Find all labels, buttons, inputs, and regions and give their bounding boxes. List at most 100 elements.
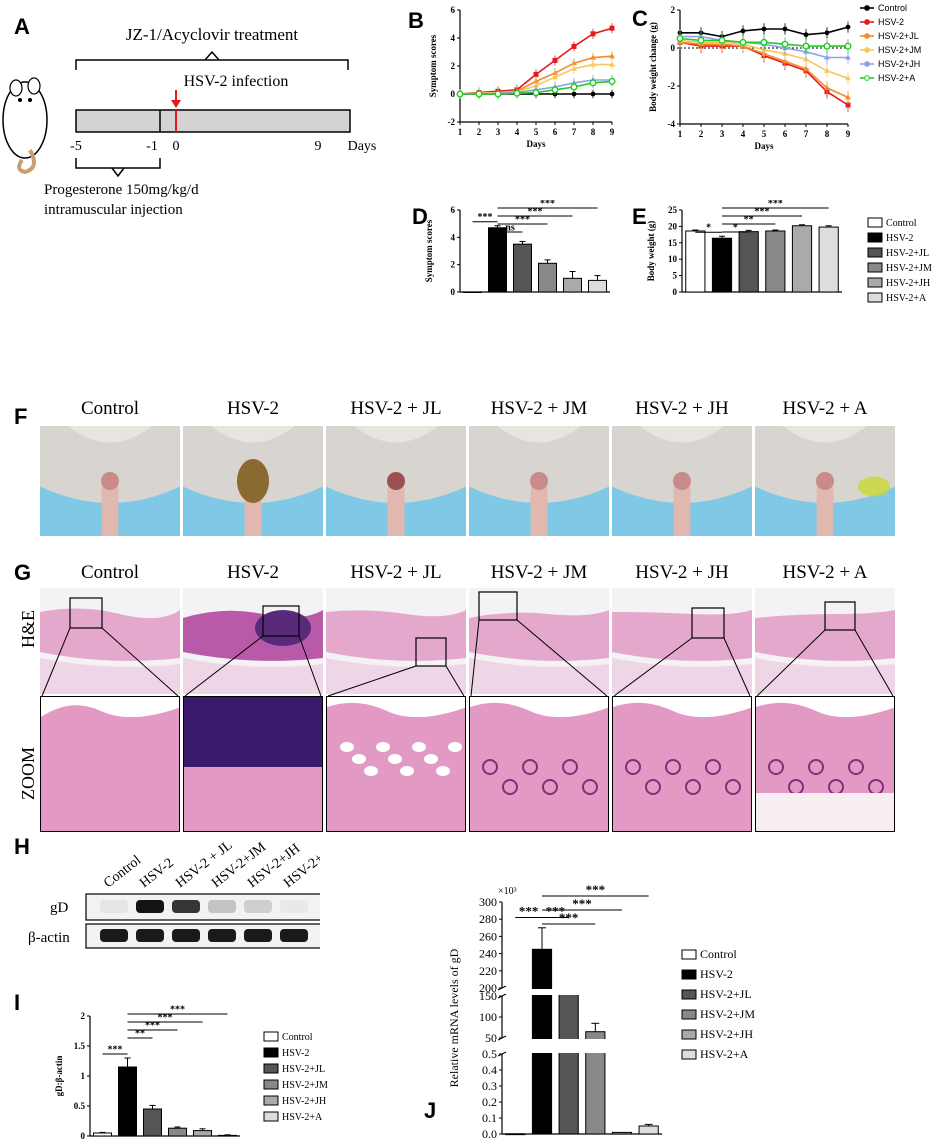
y-tick-label: 15 <box>668 238 678 248</box>
mouse-photo <box>40 426 180 536</box>
x-axis-title: Days <box>526 139 545 149</box>
x-tick-label: 1 <box>678 129 683 139</box>
legend-label: Control <box>700 947 737 961</box>
data-point <box>845 75 851 81</box>
treatment-label: JZ-1/Acyclovir treatment <box>126 25 299 44</box>
sig-label: *** <box>519 903 539 918</box>
legend-label: HSV-2 <box>886 233 913 244</box>
sig-label: ** <box>744 215 754 226</box>
bar <box>791 225 813 293</box>
y-tick-label: 2 <box>451 260 456 270</box>
he-row-label: H&E <box>18 610 38 648</box>
data-point <box>571 91 577 97</box>
x-tick-label: 9 <box>846 129 851 139</box>
y-tick-label: 50 <box>485 1031 497 1045</box>
data-point <box>803 65 809 71</box>
x-tick-label: 8 <box>825 129 830 139</box>
legend-label: HSV-2+A <box>878 73 915 83</box>
x-tick-label: 5 <box>762 129 767 139</box>
sig-label: *** <box>108 1045 123 1056</box>
he-stain-image <box>40 588 180 694</box>
data-point <box>845 24 851 30</box>
y-tick-label: -4 <box>668 119 676 129</box>
data-point <box>760 38 768 46</box>
y-tick-label: 20 <box>668 221 678 231</box>
legend-swatch <box>867 292 883 303</box>
panel-label-c: C <box>632 6 648 31</box>
legend-label: Control <box>886 218 917 229</box>
legend-swatch <box>867 217 883 228</box>
data-point <box>571 43 577 49</box>
zoom-stain-image <box>755 696 895 832</box>
data-point <box>697 36 705 44</box>
legend-label: HSV-2+JL <box>700 987 752 1001</box>
photo-label: HSV-2 + JL <box>350 398 442 419</box>
he-stain-image <box>326 588 466 694</box>
y-tick-label: 150 <box>479 989 497 1003</box>
legend-label: HSV-2+JM <box>282 1080 328 1091</box>
gd-band <box>208 900 236 913</box>
actin-band <box>100 929 128 942</box>
sig-label: *** <box>540 200 555 210</box>
data-point <box>824 54 830 60</box>
bar <box>638 1125 659 1135</box>
sig-label: * <box>733 223 738 234</box>
zoom-stain-image <box>40 696 180 832</box>
lane-label: Control <box>101 853 144 891</box>
y-tick-label: 0.5 <box>482 1047 497 1061</box>
gd-band <box>280 900 308 913</box>
sig-label: *** <box>572 896 592 911</box>
data-point <box>782 58 788 64</box>
legend-swatch <box>263 1047 279 1058</box>
bar <box>143 1108 162 1137</box>
data-point <box>718 36 726 44</box>
y-tick-label: 300 <box>479 895 497 909</box>
bar <box>513 243 532 293</box>
sig-label: *** <box>145 1021 160 1032</box>
legend-swatch <box>263 1111 279 1122</box>
legend-label: HSV-2+JM <box>700 1007 755 1021</box>
axis-break <box>496 989 662 995</box>
y-tick-label: 4 <box>451 33 456 43</box>
x-tick-label: 3 <box>496 127 501 137</box>
legend-marker <box>864 61 870 67</box>
y-tick-label: 220 <box>479 964 497 978</box>
histology-label: HSV-2 <box>226 562 280 583</box>
y-tick-label: 0 <box>81 1131 86 1141</box>
bar <box>563 277 582 293</box>
x-tick-label: 8 <box>591 127 596 137</box>
x-tick-label: 1 <box>458 127 463 137</box>
data-point <box>570 83 578 91</box>
lane-label: HSV-2 <box>137 856 176 891</box>
bar <box>738 231 759 293</box>
bar-legend-i: Control HSV-2 HSV-2+JL HSV-2+JM HSV-2+JH HSV-… <box>263 1031 328 1123</box>
panel-label-i: I <box>14 990 21 1015</box>
data-point <box>609 61 615 67</box>
mouse-photo <box>326 426 466 536</box>
histology-label: HSV-2 + JL <box>350 562 442 583</box>
bar <box>558 993 579 1135</box>
x-tick-label: 7 <box>804 129 809 139</box>
legend-swatch <box>681 1049 697 1060</box>
legend-label: HSV-2+JH <box>700 1027 753 1041</box>
data-point <box>456 90 464 98</box>
data-point <box>845 102 851 108</box>
legend-swatch <box>867 262 883 273</box>
bar-legend-j: Control HSV-2 HSV-2+JL HSV-2+JM HSV-2+JH HSV-… <box>681 947 755 1061</box>
data-point <box>781 40 789 48</box>
photo-label: HSV-2 + JM <box>490 398 588 419</box>
photo-label: HSV-2 <box>226 398 280 419</box>
legend-swatch <box>263 1095 279 1106</box>
bar <box>711 237 733 293</box>
legend-label: HSV-2 <box>282 1048 309 1059</box>
actin-band <box>172 929 200 942</box>
sig-label: *** <box>528 207 543 218</box>
y-tick-label: -2 <box>448 117 456 127</box>
bar <box>488 227 507 293</box>
data-point <box>533 71 539 77</box>
photo-label: HSV-2 + A <box>782 398 868 419</box>
